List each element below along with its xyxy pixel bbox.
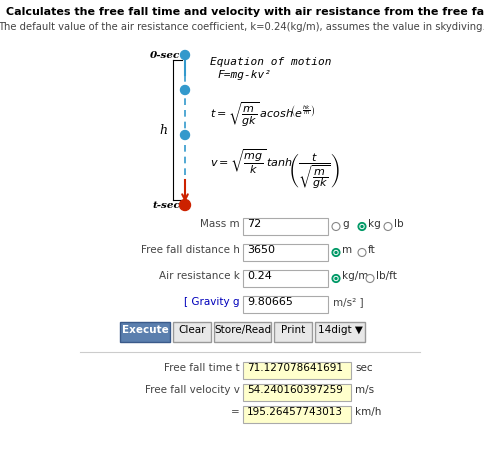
Circle shape [181, 51, 190, 60]
Text: m/s: m/s [355, 385, 374, 395]
Text: Clear: Clear [178, 325, 206, 335]
Text: F=mg-kv²: F=mg-kv² [218, 70, 272, 80]
Text: kg/m: kg/m [342, 271, 368, 281]
Text: sec: sec [355, 363, 373, 373]
Text: lb: lb [394, 219, 404, 229]
Text: lb/ft: lb/ft [376, 271, 397, 281]
Text: Calculates the free fall time and velocity with air resistance from the free fal: Calculates the free fall time and veloci… [6, 7, 484, 17]
FancyBboxPatch shape [274, 322, 312, 342]
Circle shape [335, 277, 337, 280]
Text: 3650: 3650 [247, 245, 275, 255]
Circle shape [181, 130, 190, 139]
Circle shape [361, 226, 363, 227]
Text: $v{=}\sqrt{\dfrac{mg}{k}}\,tanh\!\left(\dfrac{t}{\sqrt{\dfrac{m}{gk}}}\right)$: $v{=}\sqrt{\dfrac{mg}{k}}\,tanh\!\left(\… [210, 148, 340, 192]
Text: Free fall time t: Free fall time t [165, 363, 240, 373]
Circle shape [334, 250, 338, 254]
Circle shape [358, 249, 366, 257]
Text: m/s² ]: m/s² ] [333, 297, 363, 307]
FancyBboxPatch shape [243, 270, 328, 287]
Circle shape [366, 275, 374, 282]
Circle shape [334, 276, 338, 281]
Text: Free fall distance h: Free fall distance h [141, 245, 240, 255]
Text: Air resistance k: Air resistance k [159, 271, 240, 281]
Circle shape [332, 275, 340, 282]
Text: km/h: km/h [355, 407, 381, 417]
FancyBboxPatch shape [120, 322, 170, 342]
FancyBboxPatch shape [243, 218, 328, 235]
Circle shape [384, 222, 392, 230]
Text: Equation of motion: Equation of motion [210, 57, 332, 67]
Circle shape [180, 199, 191, 211]
Circle shape [335, 252, 337, 253]
Text: Print: Print [281, 325, 305, 335]
Text: 195.26457743013: 195.26457743013 [247, 407, 343, 417]
Circle shape [358, 222, 366, 230]
Circle shape [332, 222, 340, 230]
Text: [ Gravity g: [ Gravity g [184, 297, 240, 307]
FancyBboxPatch shape [173, 322, 211, 342]
Text: $t{=}\sqrt{\dfrac{m}{gk}}\,acosh\!\left(e^{\frac{hk}{m}}\right)$: $t{=}\sqrt{\dfrac{m}{gk}}\,acosh\!\left(… [210, 101, 315, 129]
Circle shape [360, 225, 364, 229]
FancyBboxPatch shape [243, 244, 328, 261]
Text: Store/Read: Store/Read [214, 325, 271, 335]
Text: ft: ft [368, 245, 376, 255]
Text: Mass m: Mass m [200, 219, 240, 229]
Text: 0-sec: 0-sec [150, 51, 180, 60]
Text: =: = [231, 407, 240, 417]
Circle shape [332, 249, 340, 257]
Text: 54.240160397259: 54.240160397259 [247, 385, 343, 395]
Text: Free fall velocity v: Free fall velocity v [145, 385, 240, 395]
Text: 72: 72 [247, 219, 261, 229]
FancyBboxPatch shape [243, 384, 351, 401]
Text: 9.80665: 9.80665 [247, 297, 293, 307]
Circle shape [181, 86, 190, 95]
FancyBboxPatch shape [315, 322, 365, 342]
Text: 71.127078641691: 71.127078641691 [247, 363, 343, 373]
Text: kg: kg [368, 219, 381, 229]
FancyBboxPatch shape [243, 406, 351, 423]
Text: The default value of the air resistance coefficient, k=0.24(kg/m), assumes the v: The default value of the air resistance … [0, 22, 484, 32]
FancyBboxPatch shape [214, 322, 271, 342]
Text: Execute: Execute [121, 325, 168, 335]
Text: 14digt ▼: 14digt ▼ [318, 325, 363, 335]
Text: t-sec: t-sec [152, 201, 180, 210]
Text: m: m [342, 245, 352, 255]
FancyBboxPatch shape [243, 296, 328, 313]
Text: h: h [159, 124, 167, 137]
Text: 0.24: 0.24 [247, 271, 272, 281]
Text: g: g [342, 219, 348, 229]
FancyBboxPatch shape [243, 362, 351, 379]
